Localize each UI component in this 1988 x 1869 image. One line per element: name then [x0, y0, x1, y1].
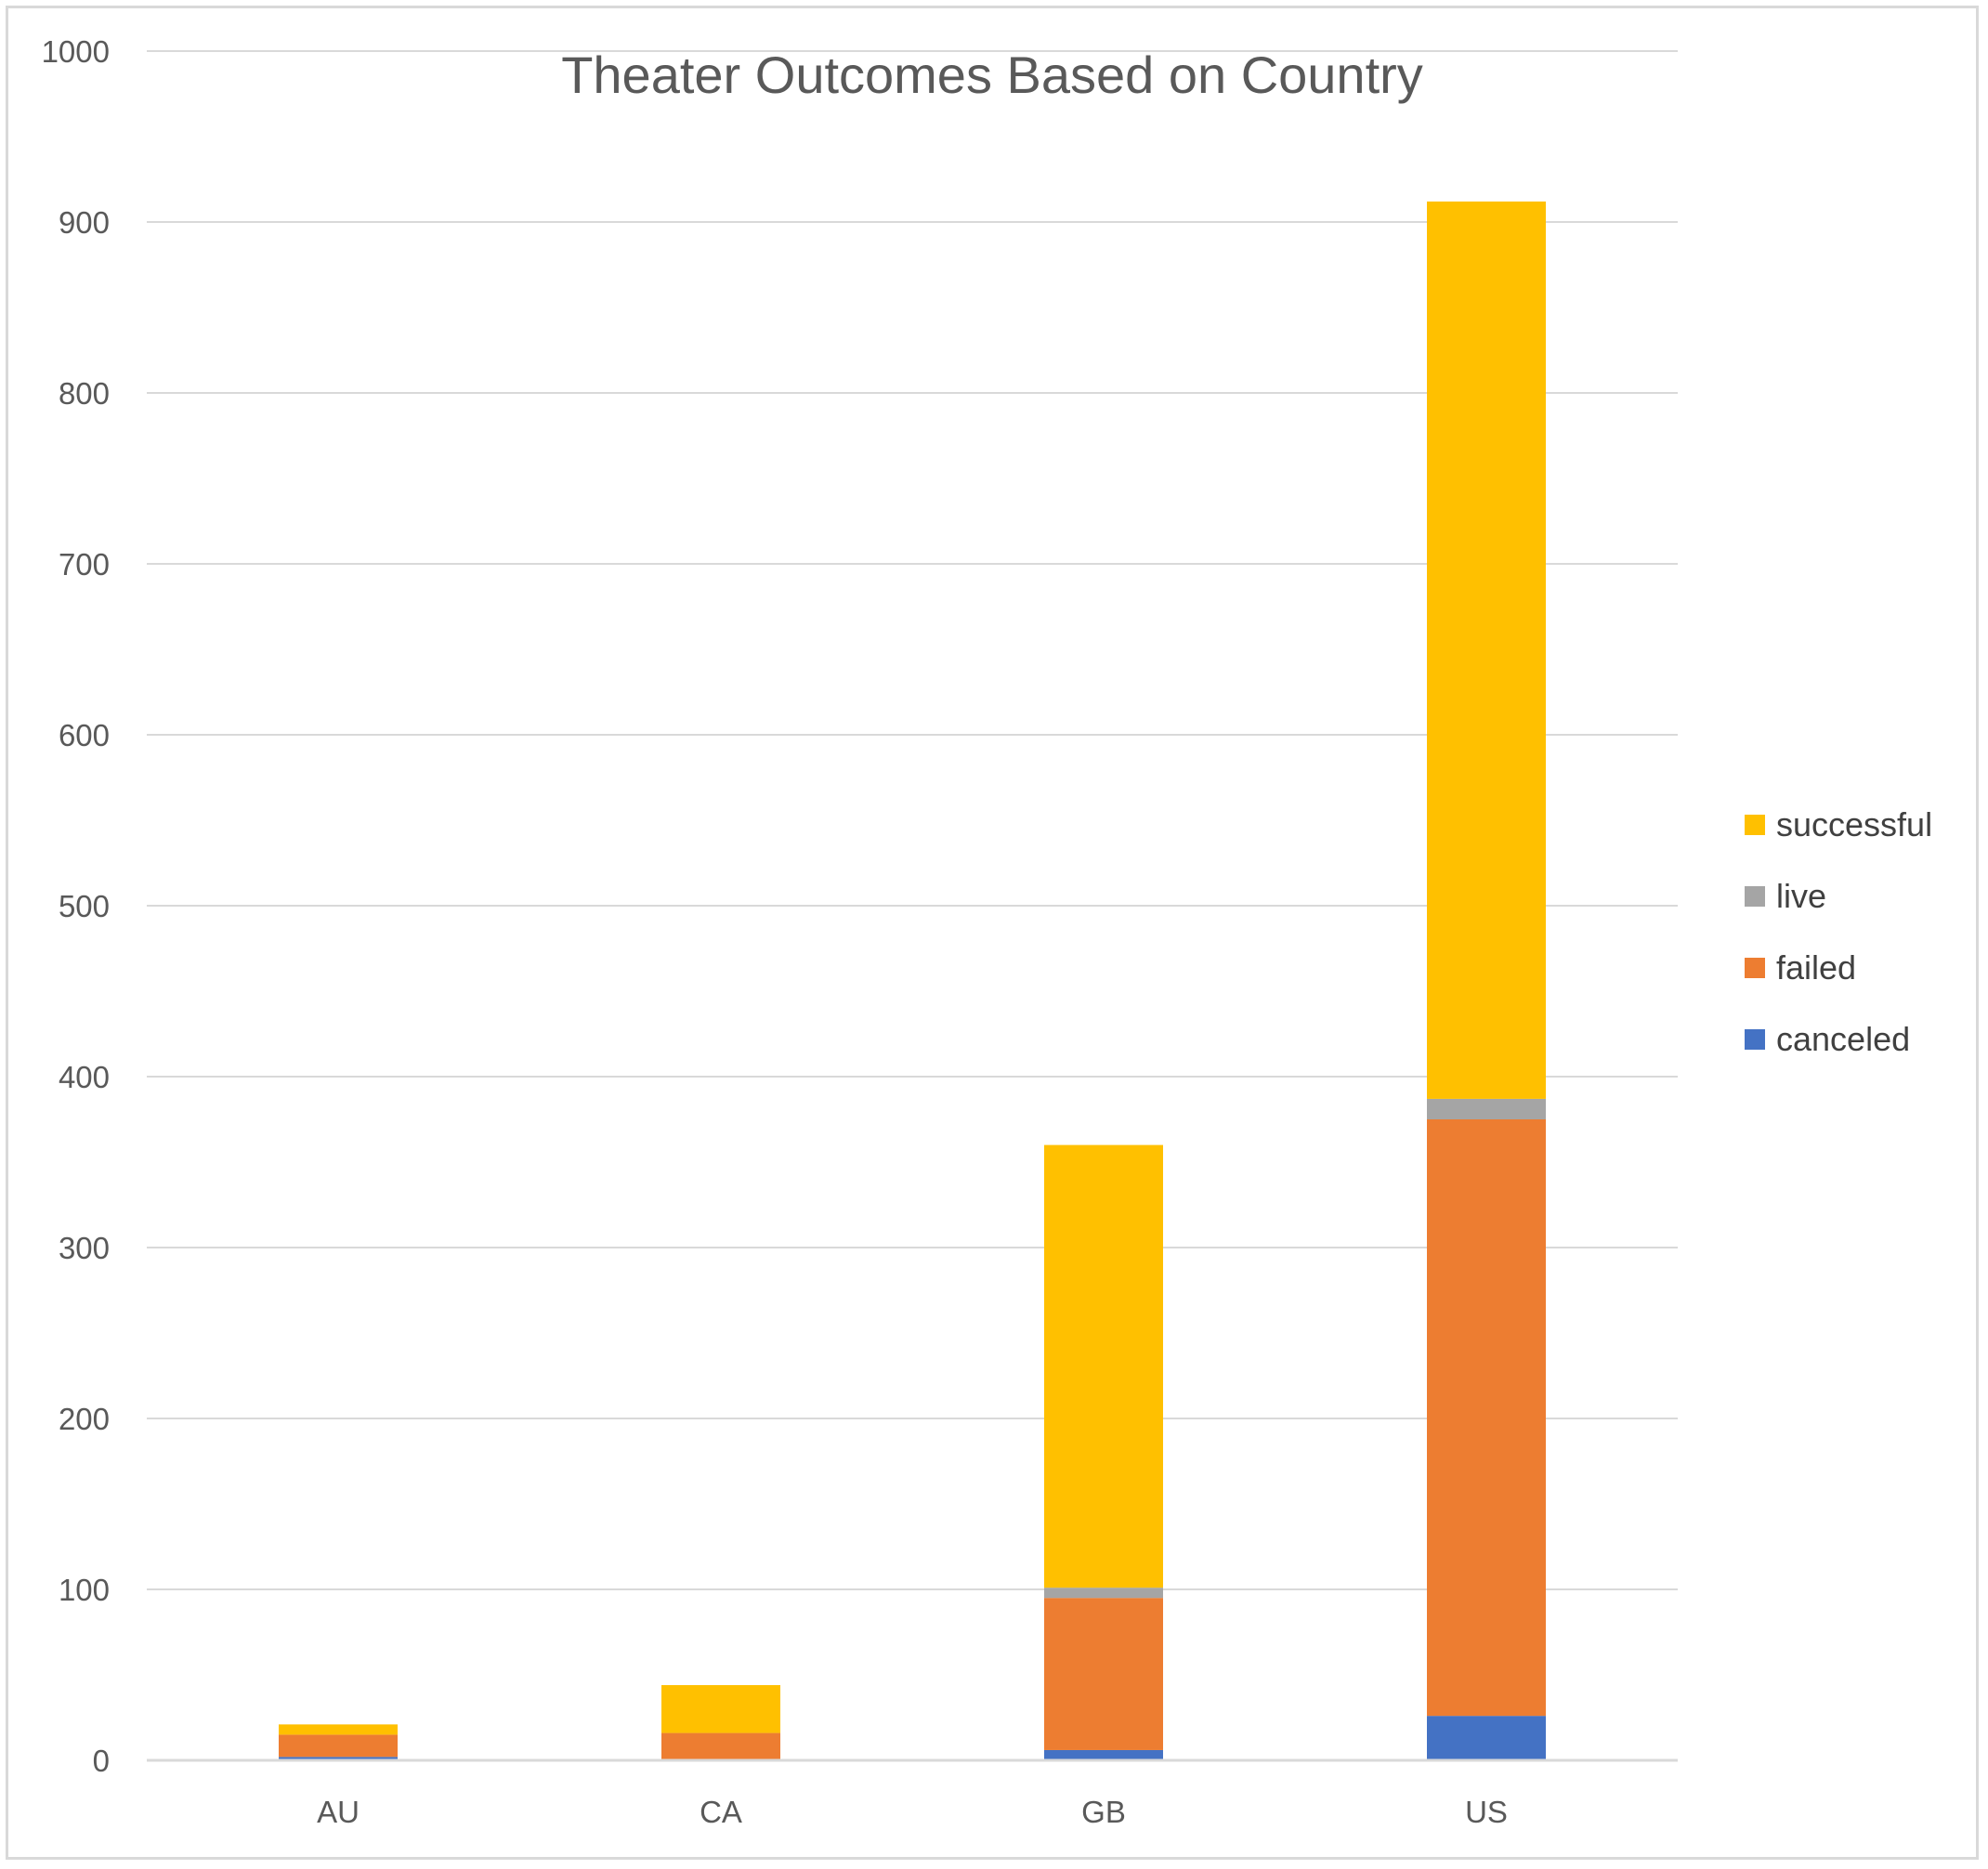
legend-label-failed: failed [1776, 948, 1856, 987]
x-tick-label-GB: GB [1081, 1795, 1126, 1829]
x-axis-tick-labels: AU CA GB US [317, 1795, 1508, 1829]
x-tick-label-CA: CA [700, 1795, 742, 1829]
bar-GB-live [1044, 1588, 1163, 1599]
bar-GB-successful [1044, 1144, 1163, 1588]
legend-label-successful: successful [1776, 805, 1932, 843]
bar-US-failed [1427, 1119, 1546, 1717]
legend-swatch-live [1745, 886, 1765, 907]
bars [279, 201, 1546, 1760]
legend-swatch-canceled [1745, 1029, 1765, 1050]
gridlines [147, 50, 1678, 1590]
y-axis-tick-labels: 0 100 200 300 400 500 600 700 800 900 1000 [42, 34, 110, 1778]
y-tick-label-200: 200 [59, 1402, 110, 1436]
legend-label-live: live [1776, 877, 1826, 915]
y-tick-label-1000: 1000 [42, 34, 110, 69]
x-tick-label-US: US [1465, 1795, 1508, 1829]
bar-AU-successful [279, 1724, 398, 1735]
y-tick-label-600: 600 [59, 718, 110, 752]
bar-US-live [1427, 1098, 1546, 1119]
x-tick-label-AU: AU [317, 1795, 360, 1829]
y-tick-label-300: 300 [59, 1231, 110, 1265]
y-tick-label-700: 700 [59, 547, 110, 582]
bar-AU-canceled [279, 1757, 398, 1760]
y-tick-label-800: 800 [59, 376, 110, 411]
legend-swatch-failed [1745, 958, 1765, 978]
bar-CA-failed [661, 1732, 780, 1760]
bar-CA-successful [661, 1685, 780, 1733]
bar-US-successful [1427, 201, 1546, 1099]
y-tick-label-100: 100 [59, 1573, 110, 1607]
chart-frame [6, 6, 1979, 1860]
bar-AU-failed [279, 1734, 398, 1758]
y-tick-label-500: 500 [59, 889, 110, 923]
y-tick-label-400: 400 [59, 1060, 110, 1094]
legend-swatch-successful [1745, 815, 1765, 835]
legend-label-canceled: canceled [1776, 1020, 1910, 1058]
bar-GB-failed [1044, 1598, 1163, 1750]
chart-title: Theater Outcomes Based on Country [561, 46, 1423, 104]
legend: successful live failed canceled [1745, 805, 1932, 1058]
bar-US-canceled [1427, 1716, 1546, 1760]
y-tick-label-900: 900 [59, 205, 110, 240]
bar-GB-canceled [1044, 1749, 1163, 1760]
y-tick-label-0: 0 [93, 1744, 110, 1778]
